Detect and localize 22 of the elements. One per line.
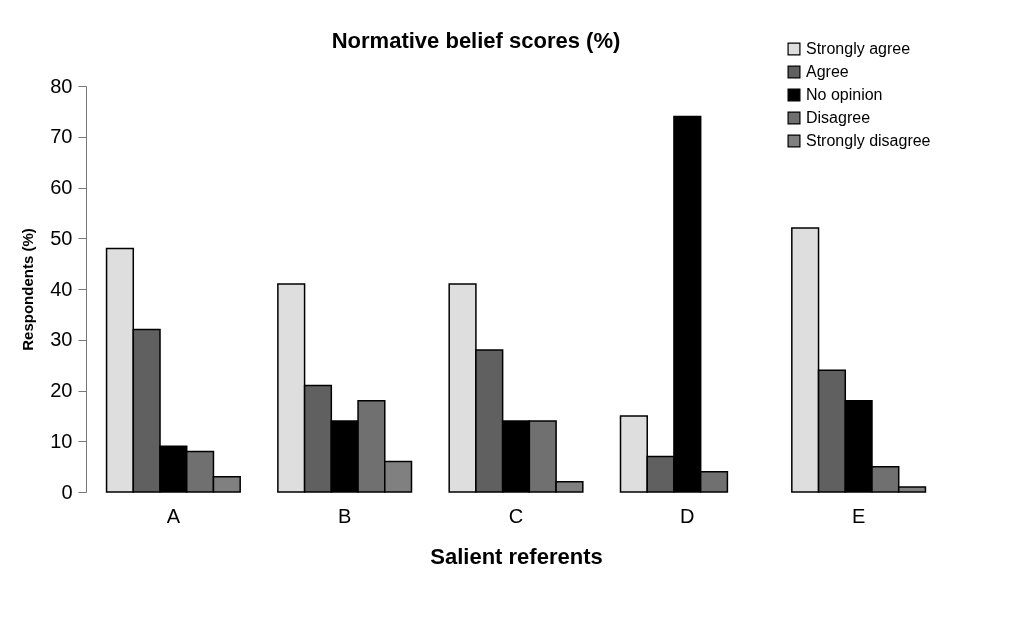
legend-label: No opinion bbox=[806, 86, 883, 103]
y-tick-label: 10 bbox=[50, 429, 73, 452]
x-axis-title: Salient referents bbox=[430, 543, 603, 569]
legend-label: Strongly disagree bbox=[806, 132, 931, 149]
chart-title: Normative belief scores (%) bbox=[331, 28, 621, 53]
x-tick-label: C bbox=[508, 504, 524, 527]
x-tick-label: B bbox=[338, 504, 352, 527]
x-tick-label: D bbox=[680, 504, 695, 527]
y-tick-label: 80 bbox=[50, 74, 73, 97]
y-tick-label: 20 bbox=[50, 379, 73, 401]
y-tick-label: 70 bbox=[50, 125, 73, 148]
y-axis-title: Respondents (%) bbox=[19, 228, 37, 351]
x-tick-label: A bbox=[166, 504, 181, 527]
legend-label: Agree bbox=[806, 63, 849, 80]
legend-label: Disagree bbox=[806, 109, 871, 126]
y-tick-label: 40 bbox=[50, 277, 73, 300]
y-tick-label: 0 bbox=[61, 480, 73, 503]
y-tick-label: 60 bbox=[50, 176, 73, 198]
y-tick-label: 50 bbox=[50, 226, 73, 249]
y-tick-label: 30 bbox=[50, 328, 73, 351]
legend-label: Strongly agree bbox=[806, 40, 911, 57]
x-tick-label: E bbox=[851, 504, 866, 527]
